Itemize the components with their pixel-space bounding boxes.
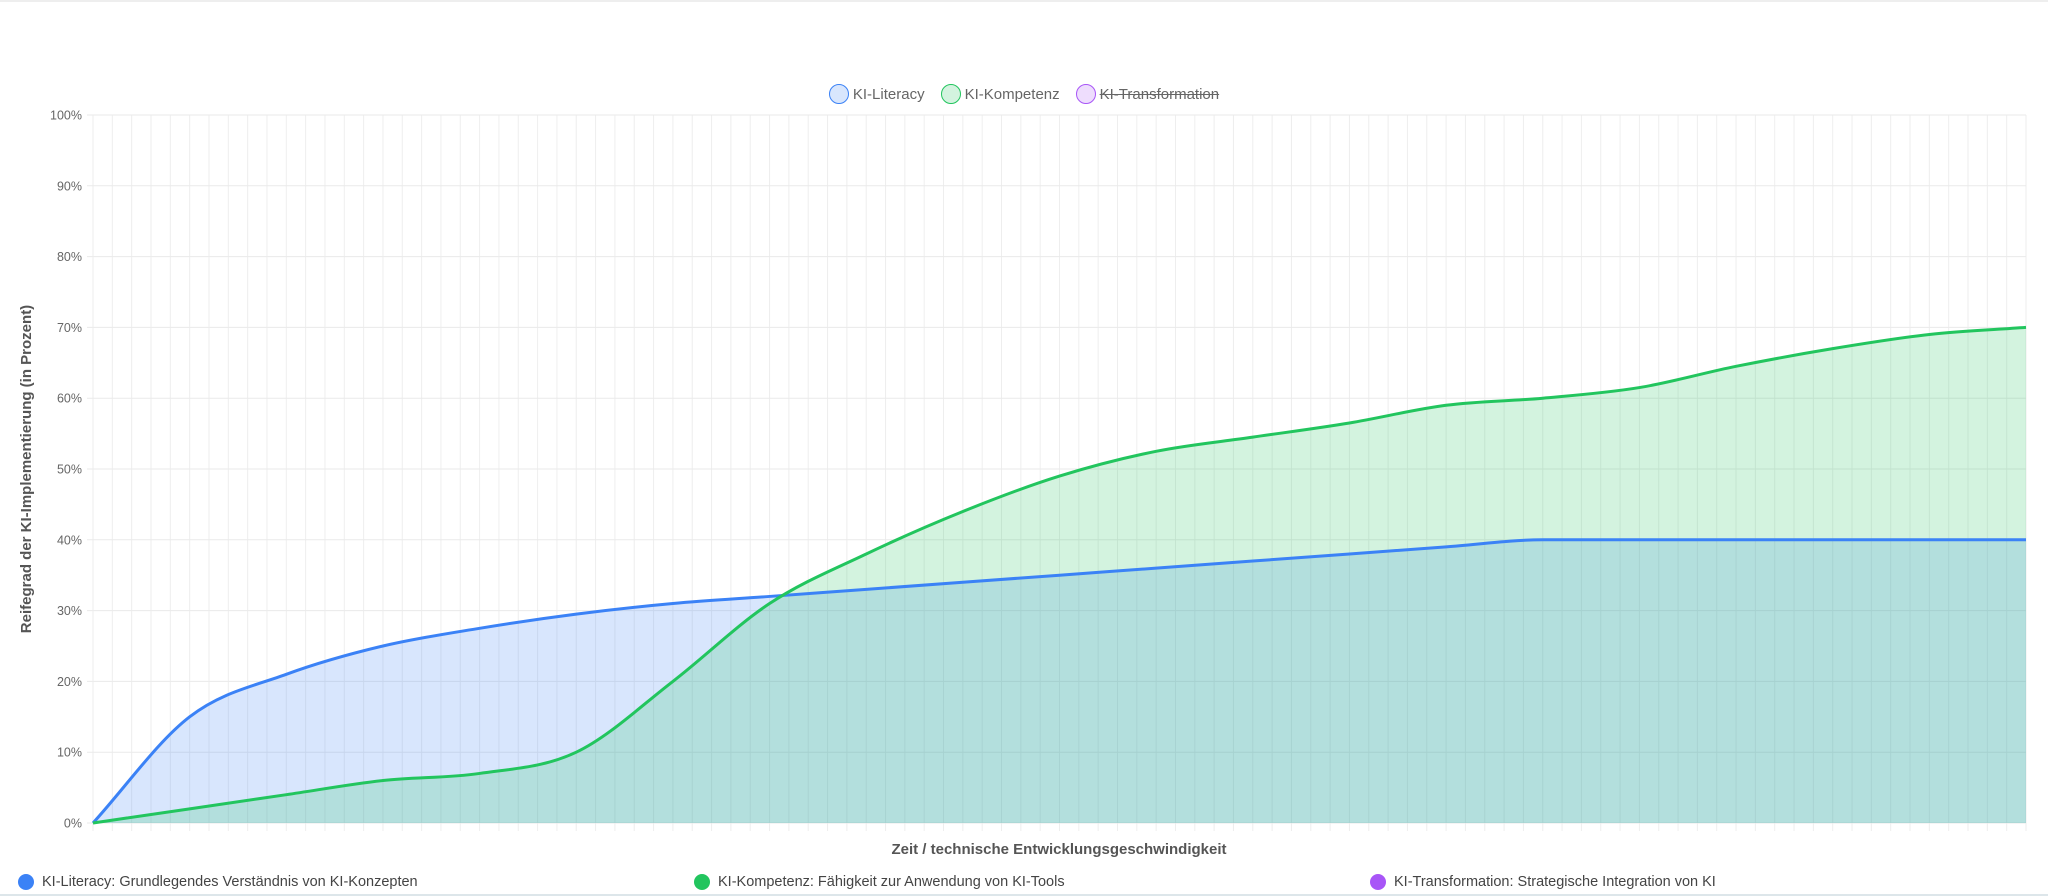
legend-item-ki-literacy[interactable]: KI-Literacy (828, 84, 925, 104)
legend-label: KI-Transformation (1099, 85, 1220, 103)
description-ki-kompetenz: KI-Kompetenz: Fähigkeit zur Anwendung vo… (694, 874, 1370, 890)
y-tick-label: 60% (57, 392, 82, 406)
legend-item-ki-kompetenz[interactable]: KI-Kompetenz (940, 84, 1060, 104)
description-text: KI-Kompetenz: Fähigkeit zur Anwendung vo… (718, 874, 1065, 890)
legend-swatch (1075, 84, 1096, 104)
description-text: KI-Literacy: Grundlegendes Verständnis v… (42, 874, 418, 890)
y-axis-title: Reifegrad der KI-Implementierung (in Pro… (18, 305, 35, 633)
y-tick-label: 40% (57, 533, 82, 547)
description-ki-transformation: KI-Transformation: Strategische Integrat… (1370, 874, 2046, 890)
description-text: KI-Transformation: Strategische Integrat… (1394, 874, 1716, 890)
y-tick-label: 50% (57, 463, 82, 477)
y-tick-label: 0% (64, 817, 82, 831)
area-chart: 0% 10% 20% 30% 40% 50% 60% 70% 80% 90% 100% Zeit /… (18, 109, 2027, 858)
color-dot (1370, 874, 1386, 890)
y-tick-label: 80% (57, 250, 82, 264)
description-ki-literacy: KI-Literacy: Grundlegendes Verständnis v… (18, 874, 694, 890)
top-border (0, 0, 2048, 2)
x-axis-title: Zeit / technische Entwicklungsgeschwindi… (891, 841, 1226, 858)
color-dot (694, 874, 710, 890)
y-axis-ticks: 0% 10% 20% 30% 40% 50% 60% 70% 80% 90% 100% (50, 109, 82, 831)
y-tick-label: 100% (50, 109, 82, 123)
legend-label: KI-Literacy (852, 85, 925, 103)
series-descriptions: KI-Literacy: Grundlegendes Verständnis v… (18, 874, 2046, 890)
bottom-border (0, 894, 2048, 896)
grid (87, 114, 2027, 831)
y-tick-label: 90% (57, 179, 82, 193)
series-line-ki-literacy (91, 538, 2026, 825)
legend-swatch (940, 84, 961, 104)
series-line-ki-kompetenz (92, 325, 2027, 825)
y-tick-label: 70% (57, 321, 82, 335)
legend-swatch (828, 84, 849, 104)
legend-label: KI-Kompetenz (964, 85, 1060, 103)
y-tick-label: 30% (57, 604, 82, 618)
series-layer (91, 325, 2027, 825)
color-dot (18, 874, 34, 890)
legend-item-ki-transformation[interactable]: KI-Transformation (1075, 84, 1220, 104)
y-tick-label: 10% (57, 746, 82, 760)
y-tick-label: 20% (57, 675, 82, 689)
chart-legend: KI-Literacy KI-Kompetenz KI-Transformati… (0, 84, 2048, 104)
